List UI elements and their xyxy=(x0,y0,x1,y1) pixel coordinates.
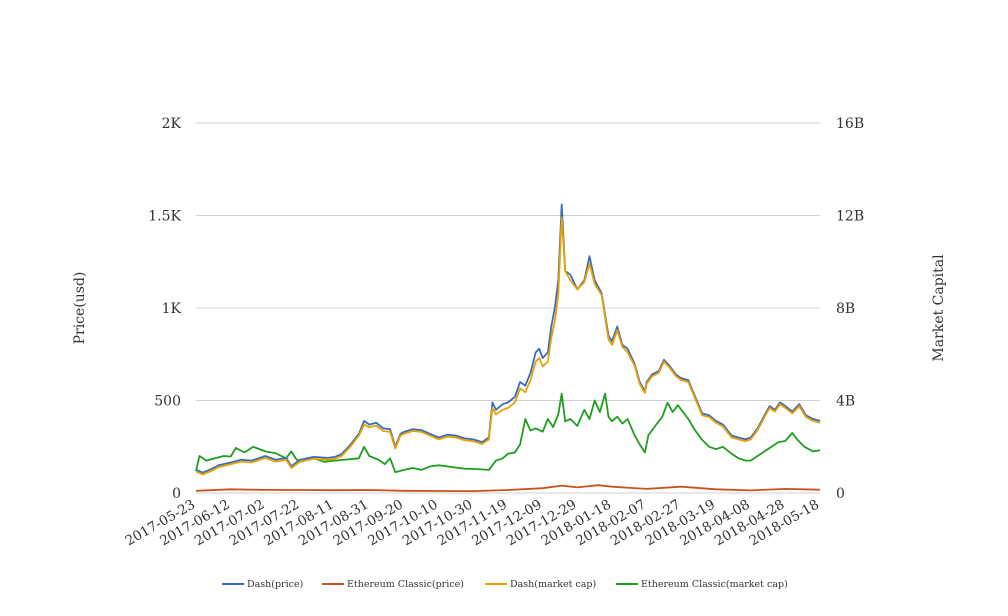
right-axis-title: Market Capital xyxy=(931,254,947,362)
right-tick-label: 0 xyxy=(836,486,845,502)
legend-label: Dash(market cap) xyxy=(510,579,596,590)
left-tick-label: 0 xyxy=(172,486,181,502)
left-tick-label: 1K xyxy=(162,301,182,317)
series-line-ethereum-classic-market-cap xyxy=(195,392,821,474)
right-tick-label: 12B xyxy=(836,209,864,225)
series-line-ethereum-classic-price xyxy=(195,484,821,492)
right-axis-ticks: 0 4B 8B 12B 16B xyxy=(836,116,864,502)
right-tick-label: 4B xyxy=(836,394,855,410)
legend-item: Dash(price) xyxy=(222,579,303,590)
right-tick-label: 16B xyxy=(836,116,864,132)
left-axis-ticks: 0 500 1K 1.5K 2K xyxy=(148,116,181,502)
legend-label: Ethereum Classic(price) xyxy=(347,579,464,590)
left-tick-label: 2K xyxy=(162,116,182,132)
left-axis-title: Price(usd) xyxy=(72,272,88,345)
left-tick-label: 500 xyxy=(154,394,181,410)
legend-item: Ethereum Classic(price) xyxy=(322,579,464,590)
legend-label: Ethereum Classic(market cap) xyxy=(641,579,788,590)
series-line-dash-price xyxy=(195,203,821,474)
legend-label: Dash(price) xyxy=(247,579,303,590)
legend: Dash(price) Ethereum Classic(price) Dash(m… xyxy=(222,579,788,590)
right-tick-label: 8B xyxy=(836,301,855,317)
left-tick-label: 1.5K xyxy=(148,209,181,225)
x-axis-ticks: 2017-05-232017-06-122017-07-022017-07-22… xyxy=(123,497,822,550)
series-lines xyxy=(195,203,821,492)
legend-item: Dash(market cap) xyxy=(485,579,596,590)
series-line-dash-market-cap xyxy=(195,216,821,476)
gridlines xyxy=(196,122,820,494)
legend-item: Ethereum Classic(market cap) xyxy=(616,579,788,590)
